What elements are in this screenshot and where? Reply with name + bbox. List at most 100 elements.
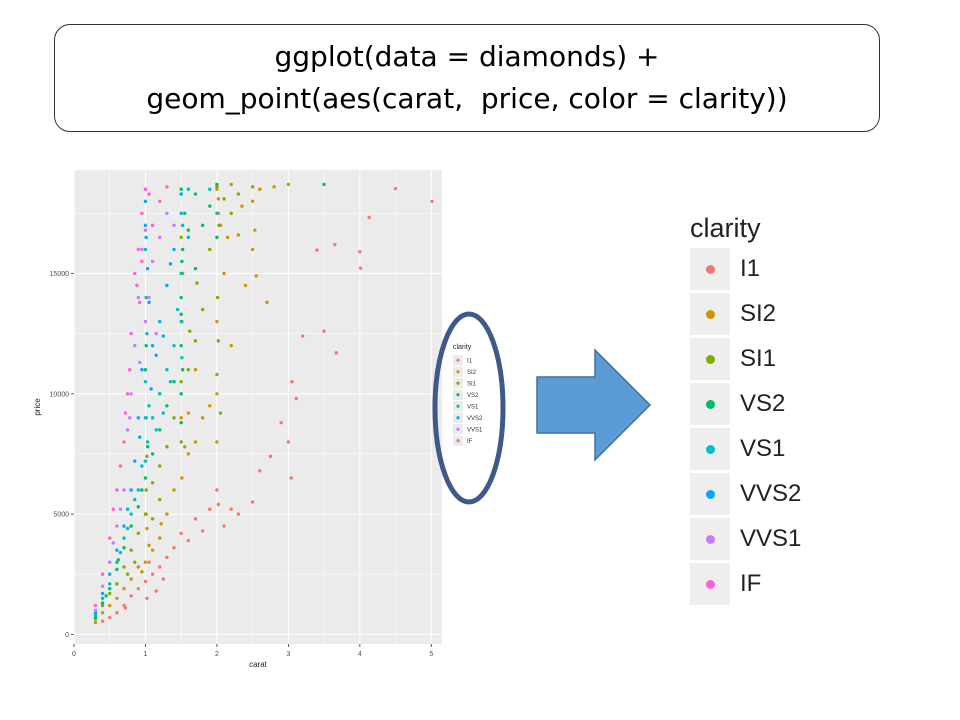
data-point: [140, 211, 144, 216]
data-point: [159, 521, 163, 526]
data-point: [115, 582, 119, 586]
data-point: [165, 185, 169, 189]
data-point: [225, 235, 230, 240]
data-point: [143, 416, 148, 420]
data-point: [186, 452, 191, 456]
data-point: [118, 507, 123, 511]
data-point: [140, 368, 144, 372]
data-point: [179, 392, 183, 396]
data-point: [250, 247, 255, 252]
data-point: [218, 411, 223, 415]
data-point: [193, 192, 198, 196]
enlarged-legend: clarity I1 SI2 SI1 VS2 VS1 VVS2 VVS1 IF: [690, 210, 820, 606]
enlarged-legend-dot: [706, 399, 715, 409]
data-point: [145, 266, 150, 271]
data-point: [216, 339, 221, 343]
y-tick-label: 15000: [50, 271, 70, 278]
data-point: [193, 339, 198, 343]
enlarged-legend-item: SI1: [690, 336, 820, 381]
data-point: [168, 262, 173, 266]
data-point: [129, 594, 133, 598]
data-point: [168, 380, 173, 384]
data-point: [272, 185, 276, 189]
data-point: [333, 242, 337, 247]
enlarged-legend-dot: [706, 534, 715, 544]
data-point: [180, 247, 185, 252]
data-point: [100, 572, 105, 576]
data-point: [215, 187, 219, 191]
scatter-plot: 0 1 2 3 4 5 0 5000 10000 15000 carat price: [33, 170, 442, 669]
data-point: [111, 507, 116, 511]
enlarged-legend-item: SI2: [690, 291, 820, 336]
data-point: [172, 488, 176, 492]
data-point: [215, 185, 219, 189]
data-point: [215, 211, 219, 216]
series-if: [93, 185, 169, 608]
data-point: [186, 235, 191, 240]
code-box: ggplot(data = diamonds) + geom_point(aes…: [54, 24, 880, 132]
data-point: [179, 531, 183, 536]
data-point: [286, 440, 291, 444]
data-point: [136, 416, 141, 420]
data-point: [200, 307, 205, 312]
data-point: [179, 312, 183, 317]
enlarged-legend-dot: [706, 309, 715, 319]
data-point: [150, 223, 155, 228]
data-point: [215, 440, 219, 444]
data-point: [208, 507, 212, 511]
data-point: [136, 295, 141, 300]
enlarged-legend-item: VVS2: [690, 471, 820, 516]
data-point: [250, 185, 255, 189]
data-point: [133, 560, 137, 564]
data-point: [322, 182, 326, 187]
data-point: [143, 459, 148, 463]
data-point: [215, 182, 219, 187]
data-point: [144, 235, 148, 240]
small-legend-dot: [456, 381, 460, 385]
data-point: [172, 546, 176, 550]
data-point: [122, 546, 126, 550]
data-point: [147, 560, 151, 564]
data-point: [165, 368, 169, 372]
data-point: [268, 454, 273, 459]
data-point: [179, 187, 183, 191]
data-point: [172, 343, 176, 348]
data-point: [136, 586, 141, 591]
x-tick-label: 3: [286, 651, 290, 658]
data-point: [150, 548, 155, 552]
x-tick-label: 2: [215, 651, 219, 658]
data-point: [208, 204, 212, 208]
data-point: [175, 307, 180, 312]
x-axis-title: carat: [249, 660, 268, 669]
small-legend-key: [453, 424, 463, 435]
y-tick-label: 10000: [50, 391, 70, 398]
data-point: [129, 577, 133, 581]
data-point: [315, 248, 319, 252]
enlarged-legend-label: VVS1: [740, 524, 802, 552]
data-point: [258, 469, 262, 473]
data-point: [125, 572, 130, 576]
data-point: [150, 416, 155, 420]
data-point: [250, 500, 255, 504]
enlarged-legend-dot: [706, 444, 715, 454]
data-point: [222, 197, 226, 201]
enlarged-legend-item: VS1: [690, 426, 820, 471]
plot-panel: [74, 170, 442, 644]
data-point: [183, 211, 187, 216]
code-line-2: geom_point(aes(carat, price, color = cla…: [146, 82, 788, 115]
data-point: [186, 187, 191, 191]
data-point: [123, 411, 128, 415]
enlarged-legend-item: IF: [690, 561, 820, 606]
data-point: [150, 517, 155, 521]
data-point: [186, 368, 191, 372]
enlarged-legend-label: SI1: [740, 344, 777, 372]
data-point: [140, 570, 144, 574]
data-point: [200, 223, 205, 228]
data-point: [215, 235, 219, 240]
series-si2: [93, 182, 291, 625]
code-line-1: ggplot(data = diamonds) +: [274, 40, 660, 73]
small-legend-dot: [456, 393, 460, 397]
data-point: [129, 331, 133, 336]
series-vs2: [93, 182, 326, 620]
data-point: [147, 295, 151, 300]
